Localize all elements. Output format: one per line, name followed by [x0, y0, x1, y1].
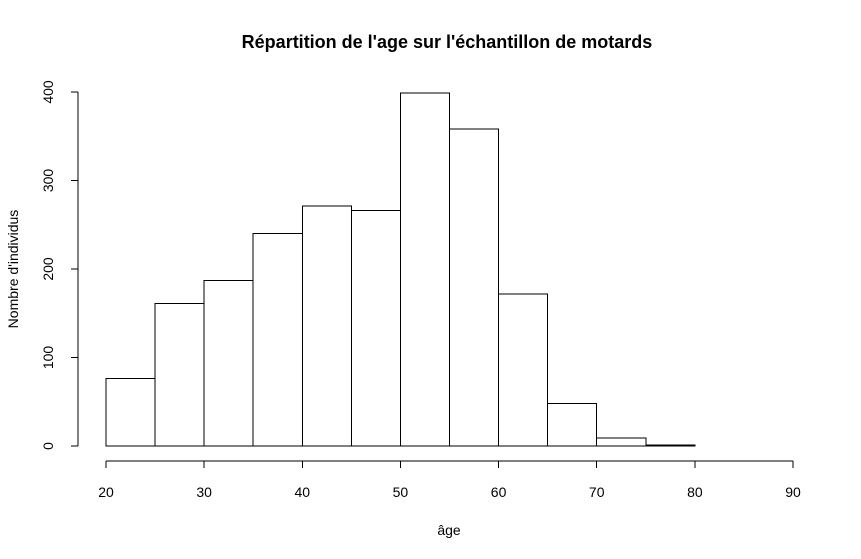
histogram-bar — [105, 378, 156, 447]
y-tick-label: 200 — [40, 257, 56, 281]
histogram-bar — [252, 233, 303, 447]
chart-title: Répartition de l'age sur l'échantillon d… — [242, 32, 653, 52]
histogram-bar — [596, 437, 647, 447]
x-tick-label: 20 — [98, 484, 114, 500]
histogram-bar — [301, 205, 352, 447]
histogram-bar — [154, 303, 205, 447]
x-tick-label: 30 — [196, 484, 212, 500]
bars-group — [105, 92, 696, 447]
y-tick-label: 0 — [40, 442, 56, 450]
x-tick-label: 60 — [491, 484, 507, 500]
x-tick-label: 90 — [785, 484, 801, 500]
histogram-bar — [203, 280, 254, 447]
histogram-bar — [350, 210, 401, 447]
histogram-bar — [399, 92, 450, 447]
histogram-bar — [547, 403, 598, 447]
histogram-bar — [498, 293, 549, 447]
y-tick-label: 300 — [40, 169, 56, 193]
x-tick-label: 70 — [589, 484, 605, 500]
histogram-bar — [645, 444, 696, 447]
x-tick-label: 40 — [294, 484, 310, 500]
x-tick-label: 80 — [687, 484, 703, 500]
x-axis: 20 30 40 50 60 70 80 90 — [98, 460, 801, 500]
x-axis-label: âge — [437, 522, 461, 538]
y-tick-label: 100 — [40, 346, 56, 370]
y-tick-label: 400 — [40, 80, 56, 104]
x-tick-label: 50 — [393, 484, 409, 500]
y-axis: 0 100 200 300 400 — [40, 80, 79, 450]
y-axis-label: Nombre d'individus — [5, 210, 21, 329]
histogram-bar — [449, 128, 500, 447]
